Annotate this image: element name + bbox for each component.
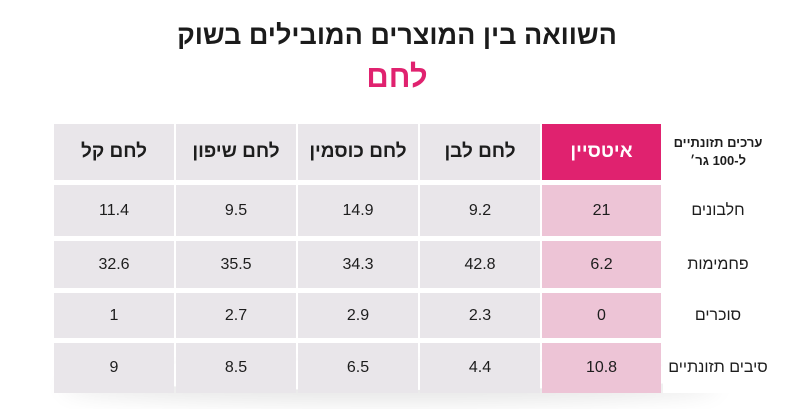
column-header: לחם קל <box>54 124 174 180</box>
row-spacer <box>0 293 52 338</box>
row-label: סוכרים <box>663 293 773 338</box>
table-cell: 2.3 <box>420 293 540 338</box>
column-header: לחם לבן <box>420 124 540 180</box>
comparison-table: ערכים תזונתיים ל-100 גר׳ איטסיין לחם לבן… <box>30 124 773 393</box>
table-cell: 2.7 <box>176 293 296 338</box>
table-cell: 1 <box>54 293 174 338</box>
table-cell: 9 <box>54 343 174 393</box>
page-subtitle: לחם <box>366 59 428 94</box>
table-cell: 32.6 <box>54 241 174 288</box>
table-cell-highlight: 0 <box>542 293 661 338</box>
row-label: חלבונים <box>663 185 773 236</box>
table-cell: 9.5 <box>176 185 296 236</box>
table-cell: 11.4 <box>54 185 174 236</box>
table-cell-highlight: 6.2 <box>542 241 661 288</box>
table-cell: 4.4 <box>420 343 540 393</box>
column-header: לחם כוסמין <box>298 124 418 180</box>
corner-header-line-1: ערכים תזונתיים <box>673 135 763 150</box>
table-cell: 9.2 <box>420 185 540 236</box>
row-spacer <box>0 241 52 288</box>
page-title: השוואה בין המוצרים המובילים בשוק <box>177 20 617 50</box>
row-label: פחמימות <box>663 241 773 288</box>
table-cell: 6.5 <box>298 343 418 393</box>
corner-header-line-2: ל-100 גר׳ <box>689 153 747 168</box>
table-cell-highlight: 21 <box>542 185 661 236</box>
row-spacer <box>0 185 52 236</box>
table-cell: 8.5 <box>176 343 296 393</box>
table-cell: 42.8 <box>420 241 540 288</box>
table-cell: 35.5 <box>176 241 296 288</box>
column-header-highlight: איטסיין <box>542 124 661 180</box>
table-cell-highlight: 10.8 <box>542 343 661 393</box>
table-cell: 2.9 <box>298 293 418 338</box>
table-corner-header: ערכים תזונתיים ל-100 גר׳ <box>663 124 773 180</box>
table-cell: 34.3 <box>298 241 418 288</box>
row-label: סיבים תזונתיים <box>663 343 773 393</box>
row-spacer <box>0 343 52 393</box>
table-cell: 14.9 <box>298 185 418 236</box>
header-spacer <box>0 124 52 180</box>
column-header: לחם שיפון <box>176 124 296 180</box>
